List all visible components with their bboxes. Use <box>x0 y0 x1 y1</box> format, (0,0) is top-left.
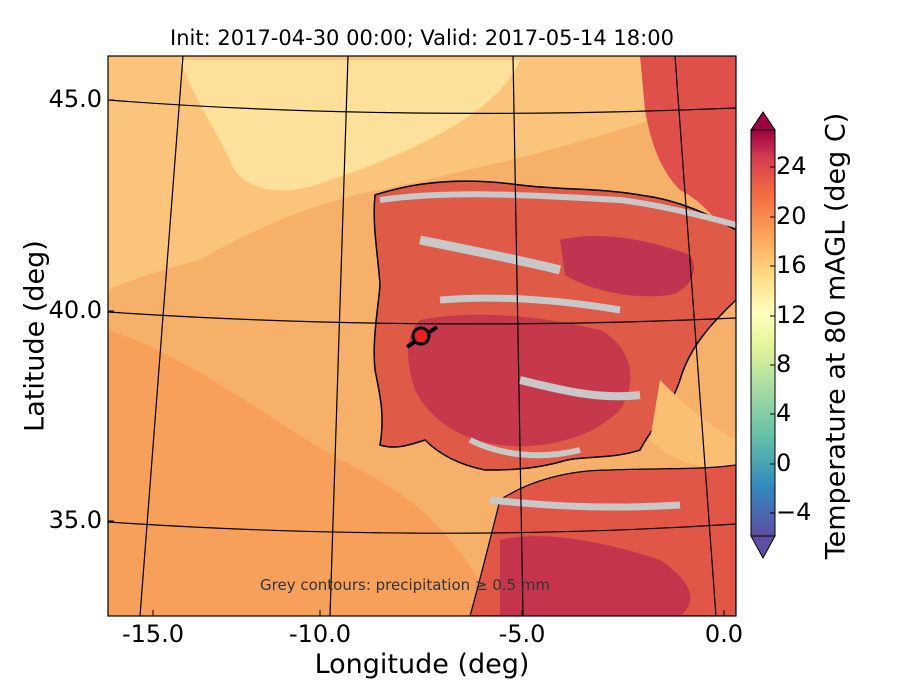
y-tick-label: 40.0 <box>48 296 102 324</box>
meridian-0 <box>674 56 717 616</box>
location-marker <box>411 326 431 346</box>
x-tick-label: 0.0 <box>704 620 744 648</box>
meridian--5 <box>512 56 524 616</box>
colorbar-tick-label: 12 <box>776 301 807 329</box>
coastal-cool-strip <box>650 380 736 470</box>
colorbar-extend-max <box>750 111 776 131</box>
colorbar-tick-label: 16 <box>776 251 807 279</box>
y-axis-label: Latitude (deg) <box>19 240 51 432</box>
x-tick-label: -15.0 <box>121 620 185 648</box>
x-tick-label: -10.0 <box>288 620 352 648</box>
ocean-warm-band <box>108 330 500 616</box>
chart-title: Init: 2017-04-30 00:00; Valid: 2017-05-1… <box>170 26 674 50</box>
precip-annotation: Grey contours: precipitation ≥ 0.5 mm <box>260 576 551 594</box>
precip-contour <box>419 235 562 275</box>
precip-contour <box>468 437 581 459</box>
parallel-40 <box>108 311 736 325</box>
colorbar-tick-label: −4 <box>776 498 812 526</box>
hot-zone-africa <box>500 536 691 616</box>
precip-contour <box>379 191 736 228</box>
graticule <box>108 56 736 616</box>
colorbar-tick-label: 20 <box>776 202 807 230</box>
colorbar-tick-label: 4 <box>776 399 792 427</box>
colorbar-tick-label: 0 <box>776 449 792 477</box>
precip-contour <box>439 294 621 314</box>
y-tick-label: 45.0 <box>48 85 102 113</box>
colorbar-bar <box>750 129 776 537</box>
axis-ticks <box>108 99 725 616</box>
precip-contour <box>519 376 641 401</box>
colorbar-tick-label: 24 <box>776 152 807 180</box>
ocean-coolest-patch <box>180 60 520 191</box>
france-land <box>640 56 736 250</box>
colorbar-extend-min <box>750 535 776 560</box>
map-panel <box>108 56 736 616</box>
x-axis-label: Longitude (deg) <box>314 649 530 680</box>
y-tick-label: 35.0 <box>48 506 102 534</box>
meridian--15 <box>139 56 184 616</box>
colorbar <box>750 111 776 560</box>
meridian--10 <box>329 56 349 616</box>
x-tick-label: -5.0 <box>498 620 546 648</box>
parallel-45 <box>108 99 736 114</box>
colorbar-tick-label: 8 <box>776 350 792 378</box>
map-frame <box>107 55 737 617</box>
colorbar-label: Temperature at 80 mAGL (deg C) <box>820 112 852 560</box>
precip-contour <box>489 496 681 511</box>
parallel-35 <box>108 521 736 534</box>
hot-zone-ebro <box>560 235 694 297</box>
